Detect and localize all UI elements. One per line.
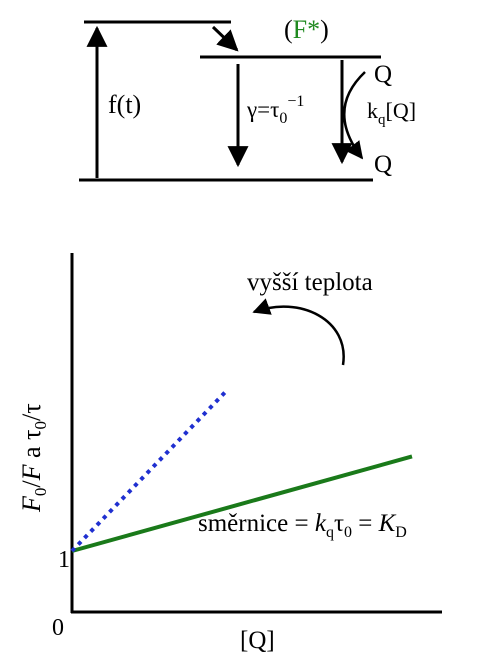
excited-state-label: (F*) (284, 15, 329, 44)
y-tick-label-1: 1 (58, 547, 70, 573)
y-tick-label-0: 0 (52, 615, 64, 641)
stern-volmer-series-line (71, 454, 413, 553)
relaxation-arrow (211, 25, 239, 52)
stern-volmer-chart: 1 0 [Q] F0/F a τ0/τ vyšší teplota směrni… (17, 253, 442, 653)
series-layer (70, 391, 413, 553)
y-axis-label: F0/F a τ0/τ (17, 403, 50, 513)
excitation-label: f(t) (108, 90, 141, 119)
quenching-rate-label: kq[Q] (367, 98, 416, 128)
slope-annotation: směrnice = kqτ0 = KD (198, 510, 407, 541)
energy-diagram: (F*) f(t) γ=τ0−1 Q kq[Q] Q (79, 15, 416, 182)
quencher-top-label: Q (374, 61, 392, 88)
quenching-curve-arrow (343, 71, 366, 160)
temperature-annotation: vyšší teplota (247, 269, 373, 296)
quencher-bottom-label: Q (374, 151, 392, 178)
higher-temperature-series-line (70, 391, 227, 553)
decay-rate-label: γ=τ0−1 (246, 93, 304, 127)
x-axis-label: [Q] (240, 627, 275, 653)
temperature-curved-arrow (252, 298, 345, 366)
